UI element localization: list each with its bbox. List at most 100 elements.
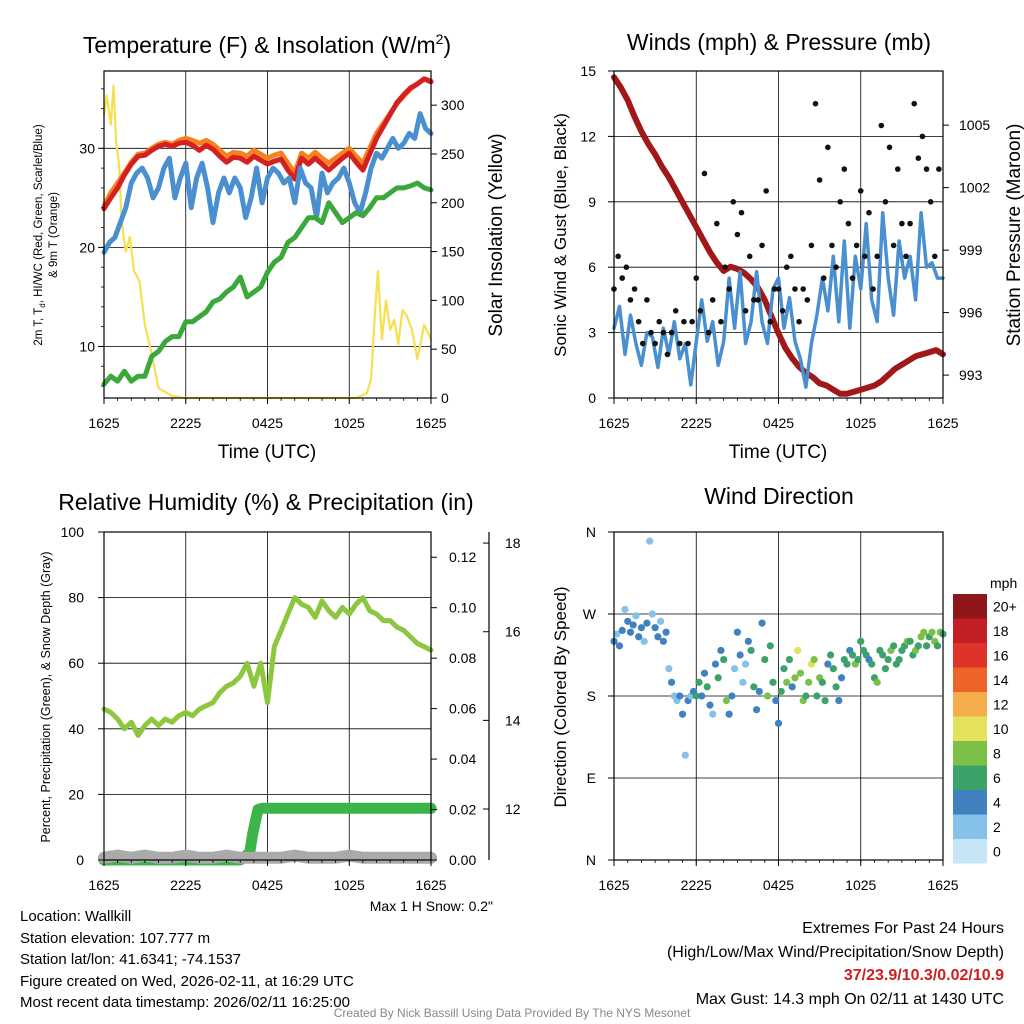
legend-title: mph	[990, 575, 1017, 591]
direction-point	[796, 669, 805, 677]
gust-point	[648, 329, 654, 336]
gust-point	[709, 297, 716, 303]
wind-axes: 1625 2225 0425 1025 162503691215993996999100…	[580, 63, 990, 431]
snow-note: Max 1 H Snow: 0.2"	[370, 898, 493, 914]
series-snow-depth	[98, 849, 437, 864]
direction-point	[772, 696, 780, 705]
direction-point	[646, 537, 654, 545]
direction-point	[714, 674, 722, 682]
precip-tick-label: 0.02	[449, 802, 476, 818]
legend-swatch	[953, 643, 987, 668]
direction-point	[615, 642, 624, 650]
direction-point	[906, 637, 914, 645]
x-tick-label: 1625	[415, 415, 446, 431]
gust-point	[915, 155, 922, 161]
y-tick-label-right: 999	[959, 242, 983, 258]
gust-point	[775, 286, 782, 292]
direction-point	[706, 701, 714, 709]
gust-point	[788, 253, 794, 260]
temperature-title: Temperature (F) & Insolation (W/m2)	[83, 31, 451, 58]
station-info: Location: Wallkill Station elevation: 10…	[20, 906, 354, 1014]
gust-point	[668, 329, 675, 336]
legend-swatch	[953, 618, 987, 643]
legend-swatch	[953, 692, 987, 717]
direction-point	[818, 678, 826, 686]
gust-point	[907, 220, 913, 227]
direction-point	[766, 642, 774, 650]
gust-point	[882, 199, 889, 205]
direction-point	[640, 637, 648, 645]
direction-point	[747, 646, 755, 655]
gust-point	[763, 188, 769, 194]
direction-point	[613, 630, 621, 638]
y-tick-label-left: 15	[580, 63, 596, 79]
direction-point	[736, 651, 744, 659]
direction-point	[813, 692, 821, 700]
direction-point	[802, 692, 810, 700]
y-tick-label-left: 20	[79, 239, 95, 255]
x-tick-label: 0425	[763, 415, 794, 431]
gust-point	[635, 318, 642, 325]
direction-point	[659, 637, 667, 645]
gust-point	[730, 199, 737, 205]
max-gust: Max Gust: 14.3 mph On 02/11 at 1430 UTC	[695, 990, 1004, 1008]
gust-point	[911, 100, 918, 107]
gust-point	[639, 340, 646, 347]
gust-point	[792, 286, 798, 292]
gust-point	[927, 199, 934, 205]
direction-point	[761, 655, 769, 664]
precip-tick-label: 0.06	[449, 701, 476, 717]
gust-point	[746, 253, 753, 260]
direction-point	[810, 655, 818, 664]
direction-point	[879, 651, 887, 659]
wind-direction-grid	[614, 532, 943, 860]
legend-label: 8	[993, 745, 1001, 761]
direction-point	[824, 660, 832, 668]
direction-point	[837, 674, 846, 682]
gust-point	[742, 308, 749, 314]
gust-point	[808, 242, 815, 249]
gust-point	[825, 144, 831, 151]
credit-line: Created By Nick Bassill Using Data Provi…	[333, 1006, 691, 1020]
direction-point	[788, 683, 796, 691]
legend-swatch	[953, 716, 987, 741]
gust-point	[779, 308, 786, 314]
speed-legend: mph 0 2 4 6 8 10 12 14 16 18 20+	[953, 575, 1017, 864]
direction-point	[752, 706, 761, 714]
direction-point	[657, 617, 665, 625]
direction-point	[662, 628, 670, 636]
y-tick-label-right: 150	[441, 244, 465, 260]
x-tick-label: 2225	[681, 415, 712, 431]
gust-point	[623, 264, 630, 271]
gust-point	[845, 220, 852, 227]
direction-point	[821, 696, 829, 705]
direction-point	[832, 683, 840, 691]
y-tick-label-right: 993	[959, 367, 983, 383]
gust-point	[660, 329, 667, 336]
temperature-ylabel-right: Solar Insolation (Yellow)	[486, 133, 507, 336]
extremes-info: Extremes For Past 24 Hours (High/Low/Max…	[667, 917, 1004, 1011]
direction-point	[733, 628, 741, 636]
gust-point	[878, 122, 885, 129]
gust-point	[903, 253, 909, 260]
direction-point	[667, 678, 676, 686]
x-tick-label: 0425	[763, 877, 794, 893]
extremes-values: 37/23.9/10.3/0.02/10.9	[843, 967, 1004, 984]
y-tick-label-right: 996	[959, 305, 983, 321]
y-tick-label: S	[587, 688, 596, 704]
gust-point	[714, 220, 720, 227]
direction-point	[881, 665, 890, 673]
legend-swatch	[953, 741, 987, 766]
wind-title: Winds (mph) & Pressure (mb)	[627, 29, 931, 55]
gust-point	[664, 351, 671, 358]
gust-point	[812, 100, 819, 107]
direction-point	[731, 665, 739, 673]
gust-point	[890, 242, 897, 249]
gust-point	[677, 340, 683, 347]
direction-point	[868, 660, 876, 668]
wind-direction-ylabel: Direction (Colored By Speed)	[551, 586, 570, 807]
legend-label: 6	[993, 770, 1001, 786]
y-tick-label-left: 0	[76, 852, 84, 868]
direction-point	[758, 619, 766, 627]
snow-tick-label: 14	[505, 712, 521, 728]
